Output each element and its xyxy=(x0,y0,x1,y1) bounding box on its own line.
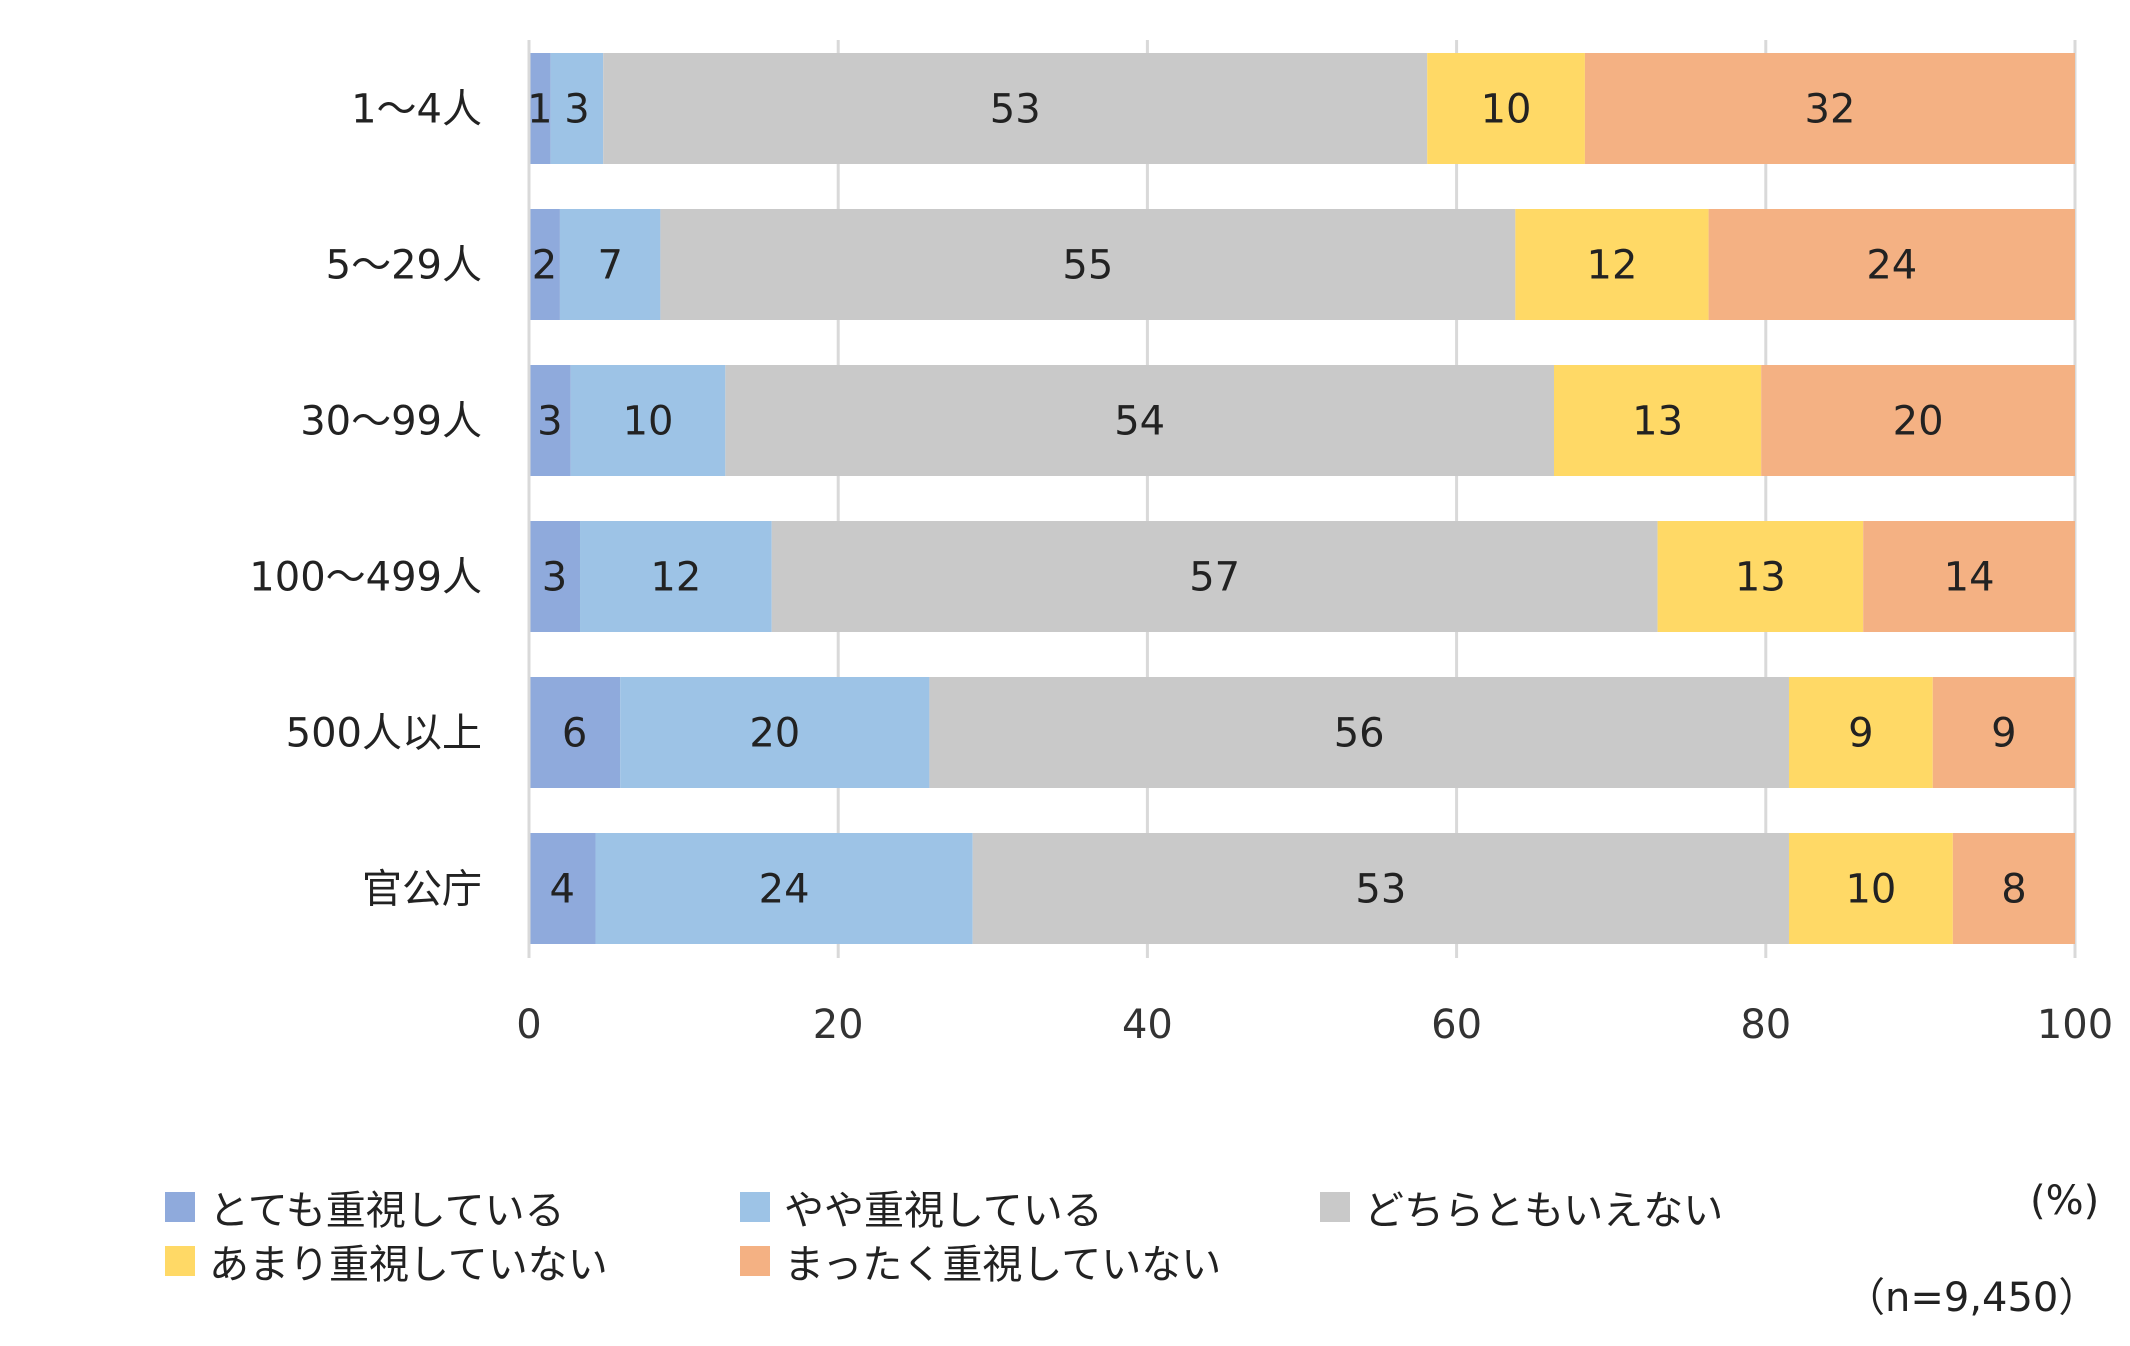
bar-segment xyxy=(529,209,560,320)
bar-segment xyxy=(1708,209,2075,320)
bar-value-label: 53 xyxy=(990,87,1041,133)
bar-value-label: 13 xyxy=(1735,555,1786,601)
bar-value-label: 14 xyxy=(1944,555,1995,601)
bar-value-label: 20 xyxy=(749,711,800,757)
bar-value-label: 20 xyxy=(1893,399,1944,445)
bar-segment xyxy=(972,833,1789,944)
bar-segment xyxy=(570,365,726,476)
gridlines xyxy=(836,40,2077,958)
category-label: 官公庁 xyxy=(362,867,482,913)
category-label: 1～4人 xyxy=(351,87,482,133)
bar-segment xyxy=(1788,677,1933,788)
bar-segment xyxy=(725,365,1554,476)
bar-value-label: 3 xyxy=(542,555,567,601)
bar-value-label: 13 xyxy=(1632,399,1683,445)
bar-segment xyxy=(1427,53,1585,164)
bar-segment xyxy=(529,365,571,476)
bar-value-label: 54 xyxy=(1114,399,1165,445)
bar-value-label: 10 xyxy=(1481,87,1532,133)
bar-value-label: 53 xyxy=(1355,867,1406,913)
bar-value-label: 24 xyxy=(759,867,810,913)
x-tick-label: 20 xyxy=(813,1002,864,1048)
bar-value-label: 9 xyxy=(1991,711,2016,757)
bar-value-label: 9 xyxy=(1848,711,1873,757)
bar-segment xyxy=(1515,209,1709,320)
bar-value-label: 2 xyxy=(532,243,557,289)
bar-segment xyxy=(529,833,596,944)
bar-segment xyxy=(620,677,930,788)
bar-value-label: 12 xyxy=(650,555,701,601)
category-label: 100～499人 xyxy=(249,555,482,601)
bar-value-label: 55 xyxy=(1062,243,1113,289)
bar-value-label: 7 xyxy=(597,243,622,289)
bar-segment xyxy=(771,521,1658,632)
bar-segment xyxy=(550,53,604,164)
bar-value-labels: 1 3 53 10 322 7 55 12 243 10 54 13 203 12 57 13 146 20 56 9… xyxy=(527,87,2027,913)
bar-segment xyxy=(1788,833,1953,944)
bar-value-label: 10 xyxy=(1845,867,1896,913)
bar-segment xyxy=(580,521,772,632)
bar-segment xyxy=(1761,365,2075,476)
bar-segment xyxy=(595,833,973,944)
bar-value-label: 57 xyxy=(1189,555,1240,601)
bar-segment xyxy=(1863,521,2075,632)
bar-segment xyxy=(1657,521,1864,632)
bar-value-label: 1 xyxy=(527,87,552,133)
category-label: 30～99人 xyxy=(300,399,482,445)
bar-value-label: 12 xyxy=(1587,243,1638,289)
bar-value-label: 32 xyxy=(1805,87,1856,133)
bar-segment xyxy=(1932,677,2075,788)
bar-segment xyxy=(1952,833,2075,944)
bar-value-label: 8 xyxy=(2001,867,2026,913)
category-label: 5～29人 xyxy=(326,243,482,289)
bar-value-label: 3 xyxy=(564,87,589,133)
x-tick-labels: 0 20 40 60 80 100 xyxy=(516,1002,2113,1048)
bar-segment xyxy=(529,53,551,164)
bar-segment xyxy=(660,209,1516,320)
bar-value-label: 4 xyxy=(550,867,575,913)
x-tick-label: 0 xyxy=(516,1002,541,1048)
bar-segment xyxy=(529,521,581,632)
bar-value-label: 3 xyxy=(537,399,562,445)
bar-value-label: 24 xyxy=(1866,243,1917,289)
bar-segment xyxy=(1553,365,1762,476)
x-tick-label: 40 xyxy=(1122,1002,1173,1048)
x-tick-label: 100 xyxy=(2037,1002,2113,1048)
bar-segment xyxy=(559,209,661,320)
bar-segment xyxy=(603,53,1428,164)
bars xyxy=(529,53,2075,944)
bar-value-label: 6 xyxy=(562,711,587,757)
x-tick-label: 80 xyxy=(1740,1002,1791,1048)
bar-value-label: 10 xyxy=(623,399,674,445)
bar-segment xyxy=(529,677,621,788)
bar-segment xyxy=(929,677,1789,788)
bar-segment xyxy=(1584,53,2075,164)
x-tick-label: 60 xyxy=(1431,1002,1482,1048)
bar-value-label: 56 xyxy=(1334,711,1385,757)
category-label: 500人以上 xyxy=(286,711,482,757)
